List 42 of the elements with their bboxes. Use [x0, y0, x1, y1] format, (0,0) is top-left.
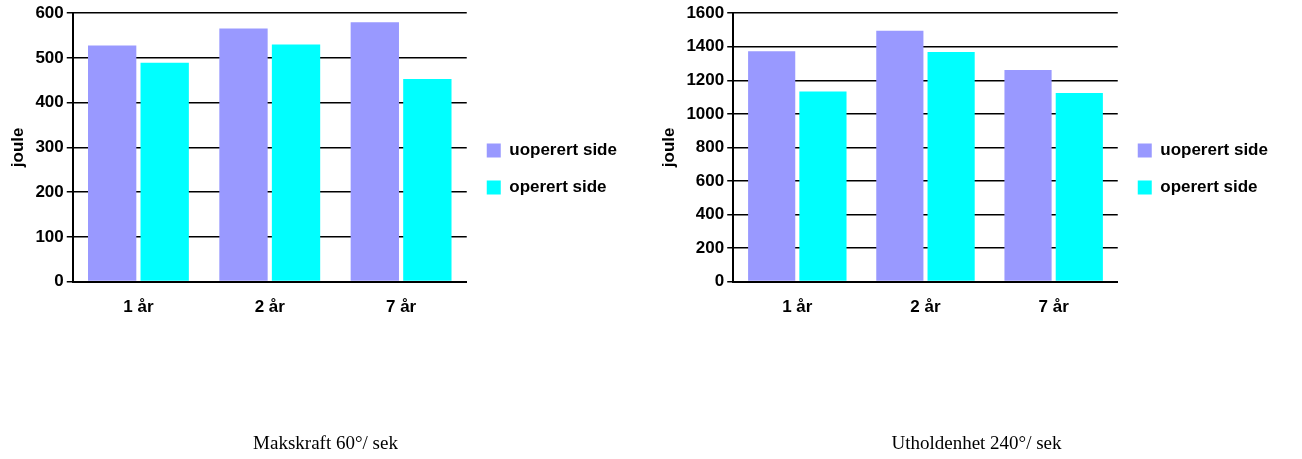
x-tick-label: 1 år — [123, 297, 154, 317]
y-tick-label: 1200 — [686, 69, 725, 89]
bar — [748, 51, 796, 281]
y-tick-label: 1000 — [686, 103, 725, 123]
y-tick-label: 1400 — [686, 36, 725, 56]
bar — [403, 78, 452, 281]
x-tick-label: 2 år — [910, 297, 941, 317]
x-tick-label: 7 år — [385, 297, 417, 317]
y-tick-label: 400 — [695, 204, 725, 224]
legend-label: uoperert side — [1160, 140, 1268, 160]
bar — [799, 91, 847, 281]
bar — [350, 22, 399, 281]
y-tick-label: 100 — [35, 226, 64, 246]
y-tick-label: 200 — [35, 181, 64, 201]
bar — [927, 51, 975, 281]
y-tick-label: 500 — [35, 47, 64, 67]
y-axis-title: joule — [658, 127, 678, 169]
y-tick-label: 1600 — [686, 2, 725, 22]
y-tick-label: 400 — [35, 92, 64, 112]
x-tick-label: 7 år — [1038, 297, 1070, 317]
y-tick-label: 0 — [714, 271, 725, 291]
bar — [140, 62, 189, 281]
x-tick-label: 2 år — [254, 297, 286, 317]
y-tick-label: 800 — [695, 137, 725, 157]
legend-label: uoperert side — [509, 140, 617, 160]
y-axis-title: joule — [7, 127, 27, 169]
y-tick-label: 200 — [695, 237, 725, 257]
x-tick-label: 1 år — [782, 297, 813, 317]
bar — [219, 28, 268, 281]
y-tick-label: 0 — [54, 271, 64, 291]
y-tick-label: 300 — [35, 137, 64, 157]
bar — [271, 44, 321, 281]
legend-label: operert side — [1160, 177, 1258, 197]
bar — [876, 30, 924, 281]
y-tick-label: 600 — [695, 170, 725, 190]
bar — [1004, 70, 1052, 281]
bar — [1055, 92, 1103, 281]
y-tick-label: 600 — [35, 2, 64, 22]
text: Makskraft 60°/ sek — [252, 432, 399, 454]
legend-label: operert side — [509, 177, 607, 197]
bar — [88, 45, 137, 281]
text: Utholdenhet 240°/ sek — [890, 432, 1063, 454]
